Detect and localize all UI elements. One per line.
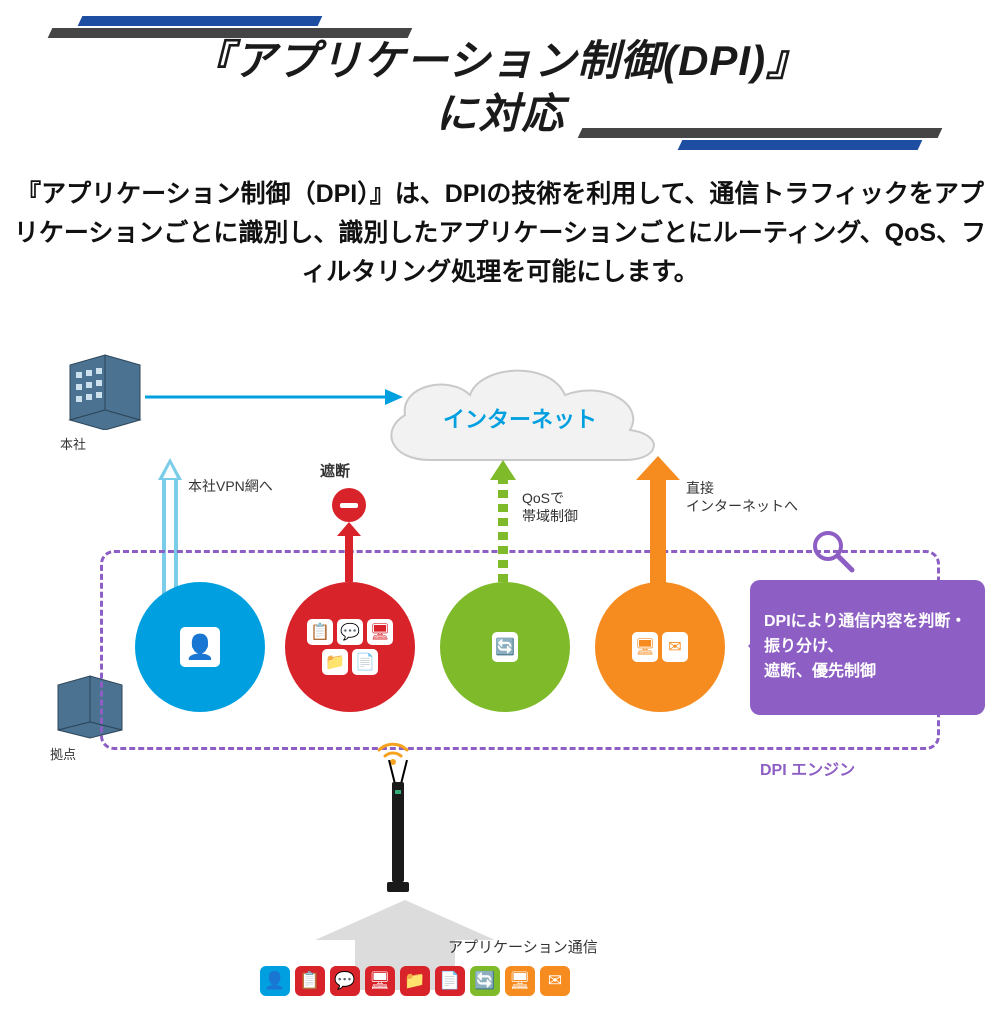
page-title: 『アプリケーション制御(DPI)』 に対応 — [60, 35, 940, 140]
app-chip: 📄 — [435, 966, 465, 996]
category-circle-3: 🔄 — [440, 582, 570, 712]
app-chip: 💬 — [330, 966, 360, 996]
block-label: 遮断 — [320, 460, 350, 481]
router-device — [383, 760, 413, 900]
hq-label: 本社 — [60, 434, 150, 453]
app-icon: 🖥 — [632, 632, 658, 662]
app-chip: 📋 — [295, 966, 325, 996]
description-text: 『アプリケーション制御（DPI）』は、DPIの技術を利用して、通信トラフィックを… — [10, 175, 990, 291]
magnifier-icon — [810, 528, 856, 574]
app-chip: 📁 — [400, 966, 430, 996]
app-chip: 🔄 — [470, 966, 500, 996]
dpi-diagram: インターネット 本社 — [0, 340, 1000, 1000]
category-circle-2: 📋💬🖥 📁📄 — [285, 582, 415, 712]
qos-arrow — [490, 460, 516, 582]
app-icon-row: 👤📋💬🖥📁📄🔄🖥✉ — [260, 966, 570, 996]
app-icon: ✉ — [662, 632, 688, 662]
direct-label: 直接 インターネットへ — [686, 480, 798, 515]
app-chip: ✉ — [540, 966, 570, 996]
app-icon: 💬 — [337, 619, 363, 645]
hq-building: 本社 — [60, 350, 150, 453]
category-circle-1: 👤 — [135, 582, 265, 712]
block-arrow — [337, 522, 361, 582]
direct-arrow — [636, 456, 680, 584]
app-icon: 🔄 — [492, 632, 518, 662]
dpi-engine-label: DPI エンジン — [760, 756, 855, 780]
app-icon: 📋 — [307, 619, 333, 645]
app-chip: 🖥 — [505, 966, 535, 996]
app-chip: 👤 — [260, 966, 290, 996]
dpi-info-box: DPIにより通信内容を判断・振り分け、 遮断、優先制御 — [750, 580, 985, 715]
cloud-label: インターネット — [370, 402, 670, 434]
category-circle-4: 🖥✉ — [595, 582, 725, 712]
internet-cloud: インターネット — [370, 360, 670, 480]
app-icon: 👤 — [180, 627, 220, 667]
vpn-label: 本社VPN網へ — [188, 476, 273, 496]
app-icon: 🖥 — [367, 619, 393, 645]
app-chip: 🖥 — [365, 966, 395, 996]
qos-label: QoSで 帯域制御 — [522, 490, 578, 525]
app-icon: 📁 — [322, 649, 348, 675]
hq-to-cloud-arrow — [145, 382, 405, 412]
title-banner: 『アプリケーション制御(DPI)』 に対応 — [60, 10, 940, 160]
stop-icon — [332, 488, 366, 522]
app-icon: 📄 — [352, 649, 378, 675]
app-traffic-label: アプリケーション通信 — [448, 936, 598, 957]
